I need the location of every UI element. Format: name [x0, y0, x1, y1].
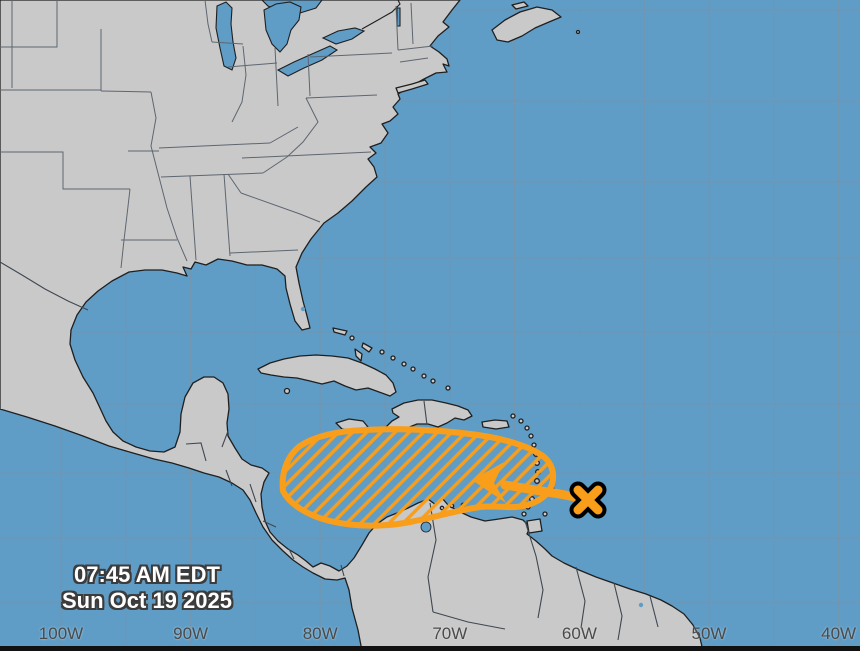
lon-label-40w: 40W [821, 624, 857, 643]
suriname-lake [638, 602, 644, 608]
st-lawrence-river [361, 0, 401, 30]
hispaniola [385, 399, 473, 430]
landmasses [0, 0, 704, 651]
lake-ontario [321, 27, 366, 45]
long-island [395, 79, 429, 94]
lon-label-60w: 60W [561, 624, 597, 643]
lon-label-70w: 70W [432, 624, 468, 643]
nova-scotia [491, 6, 562, 43]
us-mexico-border [0, 261, 89, 311]
cuba [257, 354, 397, 397]
lake-okeechobee [300, 306, 306, 312]
lake-erie [276, 45, 339, 77]
lon-label-100w: 100W [38, 624, 84, 643]
outlook-area-7day[interactable] [279, 426, 557, 529]
outlook-area-shape[interactable] [279, 426, 557, 529]
lon-label-50w: 50W [691, 624, 727, 643]
pacific-islet [223, 589, 229, 595]
country-borders [0, 261, 659, 641]
trinidad [526, 518, 543, 534]
mainland-americas [0, 0, 704, 651]
lake-maracaibo [420, 521, 432, 533]
state-borders [0, 0, 434, 269]
lake-michigan [215, 1, 237, 71]
disturbance-x-marker[interactable] [569, 481, 607, 519]
lake-champlain [396, 7, 401, 27]
isla-juventud [283, 387, 291, 395]
arrow-head [472, 462, 506, 503]
great-lakes [215, 0, 644, 608]
lon-label-80w: 80W [302, 624, 338, 643]
sable-island [575, 29, 581, 35]
bahamas-islands [332, 327, 451, 391]
lake-huron [263, 1, 302, 53]
prince-edward-island [511, 1, 529, 10]
lon-label-90w: 90W [173, 624, 209, 643]
map-bottom-border [0, 646, 860, 651]
puerto-rico [481, 419, 510, 430]
